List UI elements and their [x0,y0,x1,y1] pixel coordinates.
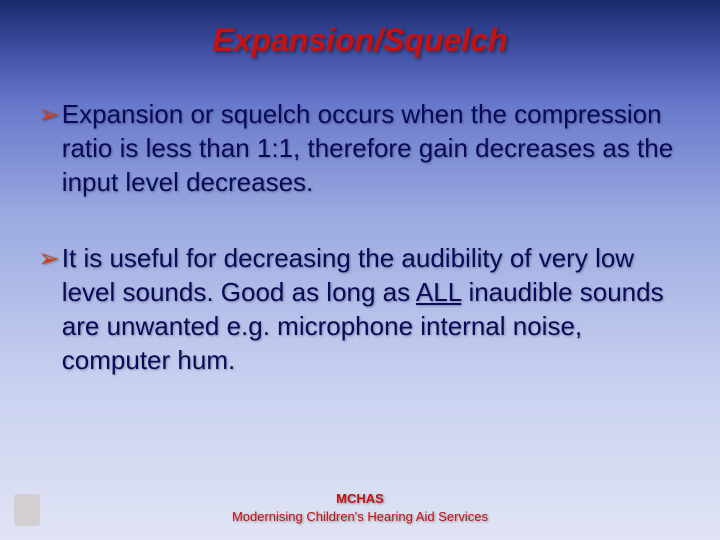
slide-body: ➢ Expansion or squelch occurs when the c… [0,59,720,377]
footer-line1: MCHAS [0,490,720,508]
bullet-text: Expansion or squelch occurs when the com… [62,97,682,199]
bullet-arrow-icon: ➢ [38,97,60,131]
bullet-text-pre: Expansion or squelch occurs when the com… [62,99,673,197]
slide-title: Expansion/Squelch [0,0,720,59]
footer-line2: Modernising Children's Hearing Aid Servi… [0,508,720,526]
bullet-text: It is useful for decreasing the audibili… [62,241,682,377]
slide-footer: MCHAS Modernising Children's Hearing Aid… [0,490,720,526]
bullet-item: ➢ Expansion or squelch occurs when the c… [38,97,682,199]
bullet-item: ➢ It is useful for decreasing the audibi… [38,241,682,377]
bullet-text-underlined: ALL [416,277,461,307]
bullet-arrow-icon: ➢ [38,241,60,275]
slide: Expansion/Squelch ➢ Expansion or squelch… [0,0,720,540]
